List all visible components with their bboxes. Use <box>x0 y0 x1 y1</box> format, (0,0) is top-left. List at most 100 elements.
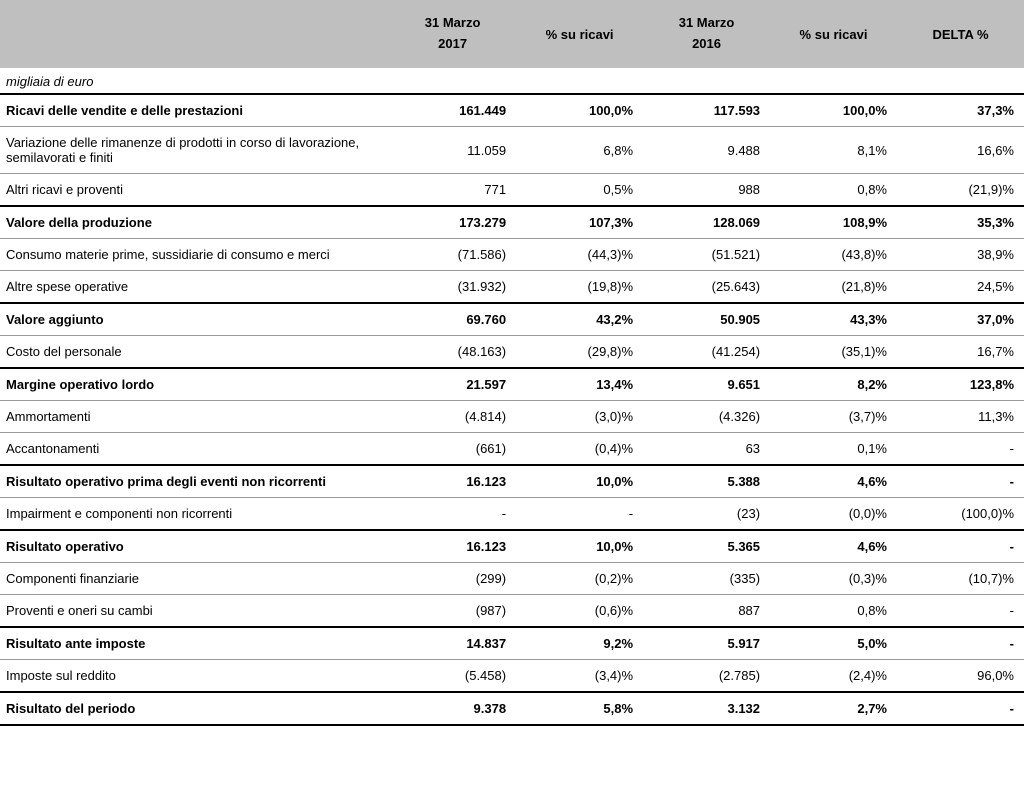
row-label: Risultato operativo prima degli eventi n… <box>0 465 389 498</box>
cell-pct-2016: 108,9% <box>770 206 897 239</box>
cell-2016: 9.651 <box>643 368 770 401</box>
row-label: Altre spese operative <box>0 271 389 304</box>
cell-pct-2017: (3,4)% <box>516 660 643 693</box>
cell-2016: 117.593 <box>643 94 770 127</box>
table-row: Valore aggiunto69.76043,2%50.90543,3%37,… <box>0 303 1024 336</box>
table-row: Componenti finanziarie(299)(0,2)%(335)(0… <box>0 563 1024 595</box>
cell-pct-2017: (0,2)% <box>516 563 643 595</box>
row-label: Valore aggiunto <box>0 303 389 336</box>
cell-delta: 37,3% <box>897 94 1024 127</box>
cell-2017: (5.458) <box>389 660 516 693</box>
col-header-2016-line1: 31 Marzo <box>653 13 760 34</box>
table-row: Margine operativo lordo21.59713,4%9.6518… <box>0 368 1024 401</box>
cell-delta: 16,7% <box>897 336 1024 369</box>
cell-delta: - <box>897 595 1024 628</box>
cell-pct-2017: (3,0)% <box>516 401 643 433</box>
cell-pct-2016: 4,6% <box>770 530 897 563</box>
cell-pct-2016: (35,1)% <box>770 336 897 369</box>
col-header-2017: 31 Marzo 2017 <box>389 0 516 68</box>
table-row: Ammortamenti(4.814)(3,0)%(4.326)(3,7)%11… <box>0 401 1024 433</box>
cell-delta: - <box>897 465 1024 498</box>
cell-2016: (51.521) <box>643 239 770 271</box>
cell-pct-2017: (44,3)% <box>516 239 643 271</box>
table-row: Altre spese operative(31.932)(19,8)%(25.… <box>0 271 1024 304</box>
row-label: Consumo materie prime, sussidiarie di co… <box>0 239 389 271</box>
cell-2016: 887 <box>643 595 770 628</box>
table-row: Risultato operativo prima degli eventi n… <box>0 465 1024 498</box>
cell-2017: 771 <box>389 174 516 207</box>
cell-delta: (10,7)% <box>897 563 1024 595</box>
cell-2016: 128.069 <box>643 206 770 239</box>
row-label: Impairment e componenti non ricorrenti <box>0 498 389 531</box>
cell-2017: 21.597 <box>389 368 516 401</box>
table-row: Costo del personale(48.163)(29,8)%(41.25… <box>0 336 1024 369</box>
cell-pct-2017: 6,8% <box>516 127 643 174</box>
income-statement-table: 31 Marzo 2017 % su ricavi 31 Marzo 2016 … <box>0 0 1024 726</box>
unit-note-row: migliaia di euro <box>0 68 1024 94</box>
cell-pct-2016: (2,4)% <box>770 660 897 693</box>
cell-delta: 24,5% <box>897 271 1024 304</box>
cell-delta: - <box>897 530 1024 563</box>
cell-2017: (987) <box>389 595 516 628</box>
cell-delta: 11,3% <box>897 401 1024 433</box>
cell-delta: - <box>897 692 1024 725</box>
cell-2017: 16.123 <box>389 530 516 563</box>
col-header-pct1: % su ricavi <box>516 0 643 68</box>
cell-delta: 38,9% <box>897 239 1024 271</box>
row-label: Variazione delle rimanenze di prodotti i… <box>0 127 389 174</box>
cell-pct-2017: - <box>516 498 643 531</box>
cell-2016: 3.132 <box>643 692 770 725</box>
cell-2016: 5.917 <box>643 627 770 660</box>
col-header-2017-line1: 31 Marzo <box>399 13 506 34</box>
cell-2017: 161.449 <box>389 94 516 127</box>
cell-pct-2016: (21,8)% <box>770 271 897 304</box>
row-label: Margine operativo lordo <box>0 368 389 401</box>
cell-2016: 5.388 <box>643 465 770 498</box>
row-label: Accantonamenti <box>0 433 389 466</box>
table-row: Imposte sul reddito(5.458)(3,4)%(2.785)(… <box>0 660 1024 693</box>
cell-delta: - <box>897 433 1024 466</box>
cell-pct-2016: 4,6% <box>770 465 897 498</box>
unit-note: migliaia di euro <box>0 68 1024 94</box>
table-row: Proventi e oneri su cambi(987)(0,6)%8870… <box>0 595 1024 628</box>
table-row: Ricavi delle vendite e delle prestazioni… <box>0 94 1024 127</box>
cell-2017: (661) <box>389 433 516 466</box>
cell-delta: 96,0% <box>897 660 1024 693</box>
cell-pct-2017: 43,2% <box>516 303 643 336</box>
financial-table-container: 31 Marzo 2017 % su ricavi 31 Marzo 2016 … <box>0 0 1024 726</box>
cell-2017: (71.586) <box>389 239 516 271</box>
cell-delta: 35,3% <box>897 206 1024 239</box>
table-row: Risultato ante imposte14.8379,2%5.9175,0… <box>0 627 1024 660</box>
cell-pct-2016: (0,3)% <box>770 563 897 595</box>
cell-2017: 11.059 <box>389 127 516 174</box>
row-label: Risultato ante imposte <box>0 627 389 660</box>
cell-pct-2017: 107,3% <box>516 206 643 239</box>
table-header-row: 31 Marzo 2017 % su ricavi 31 Marzo 2016 … <box>0 0 1024 68</box>
table-row: Accantonamenti(661)(0,4)%630,1%- <box>0 433 1024 466</box>
col-header-delta: DELTA % <box>897 0 1024 68</box>
cell-2017: (4.814) <box>389 401 516 433</box>
cell-pct-2016: 2,7% <box>770 692 897 725</box>
cell-2017: 173.279 <box>389 206 516 239</box>
col-header-label <box>0 0 389 68</box>
cell-2017: 16.123 <box>389 465 516 498</box>
row-label: Valore della produzione <box>0 206 389 239</box>
cell-pct-2016: 8,2% <box>770 368 897 401</box>
table-row: Variazione delle rimanenze di prodotti i… <box>0 127 1024 174</box>
table-body: migliaia di euro Ricavi delle vendite e … <box>0 68 1024 725</box>
cell-2016: (25.643) <box>643 271 770 304</box>
table-row: Risultato operativo16.12310,0%5.3654,6%- <box>0 530 1024 563</box>
cell-pct-2016: 43,3% <box>770 303 897 336</box>
col-header-2016-line2: 2016 <box>653 34 760 55</box>
cell-2016: (2.785) <box>643 660 770 693</box>
cell-pct-2017: 5,8% <box>516 692 643 725</box>
row-label: Altri ricavi e proventi <box>0 174 389 207</box>
cell-pct-2017: 10,0% <box>516 530 643 563</box>
row-label: Costo del personale <box>0 336 389 369</box>
cell-2017: 14.837 <box>389 627 516 660</box>
row-label: Risultato del periodo <box>0 692 389 725</box>
row-label: Risultato operativo <box>0 530 389 563</box>
cell-delta: 37,0% <box>897 303 1024 336</box>
table-row: Consumo materie prime, sussidiarie di co… <box>0 239 1024 271</box>
cell-pct-2017: (29,8)% <box>516 336 643 369</box>
